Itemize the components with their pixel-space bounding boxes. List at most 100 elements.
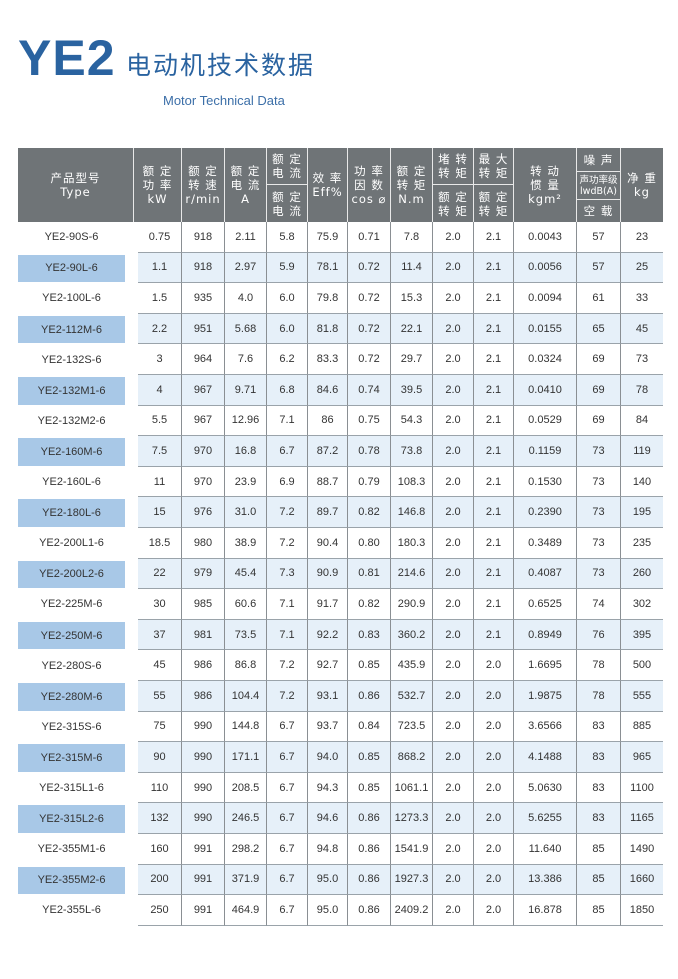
header-rated-power: 额 定 功 率 kW [134,148,182,222]
data-cell: 2.97 [225,252,267,284]
data-cell: 235 [621,528,663,559]
data-cell: 0.80 [348,528,391,559]
data-cell: 31.0 [225,497,267,528]
data-cell: 868.2 [391,742,433,773]
data-cell: 2.0 [433,711,474,743]
data-cell: 7.2 [267,497,308,528]
data-cell: 6.7 [267,864,308,896]
data-cell: 0.86 [348,681,391,712]
data-cell: 37 [138,619,182,651]
chinese-title: 电动机技术数据 [126,51,316,80]
data-cell: 2.1 [474,313,514,345]
data-cell: 83 [577,803,621,834]
data-cell: 94.0 [308,742,348,773]
data-cell: 1541.9 [391,834,433,865]
data-cell: 146.8 [391,497,433,528]
data-cell: 89.7 [308,497,348,528]
data-cell: 85 [577,864,621,896]
data-cell: 991 [182,895,225,926]
data-cell: 16.8 [225,436,267,467]
type-cell: YE2-355L-6 [42,904,101,917]
data-cell: 7.8 [391,222,433,253]
data-cell: 29.7 [391,344,433,375]
data-cell: 25 [621,252,663,284]
data-cell: 7.1 [267,589,308,620]
data-cell: 6.0 [267,283,308,314]
data-cell: 290.9 [391,589,433,620]
data-cell: 0.3489 [514,528,577,559]
data-cell: 0.6525 [514,589,577,620]
data-cell: 2.1 [474,283,514,314]
type-cell: YE2-160M-6 [18,438,125,466]
data-cell: 2.1 [474,528,514,559]
data-cell: 7.1 [267,405,308,437]
data-cell: 2.0 [433,436,474,467]
data-cell: 108.3 [391,466,433,498]
data-cell: 7.2 [267,650,308,681]
header-rated-current: 额 定 电 流 A [225,148,267,222]
data-cell: 132 [138,803,182,834]
data-cell: 200 [138,864,182,896]
data-cell: 2.0 [433,283,474,314]
data-cell: 2.1 [474,619,514,651]
type-cell: YE2-280S-6 [41,659,102,672]
data-cell: 0.84 [348,711,391,743]
data-cell: 73 [621,344,663,375]
data-cell: 395 [621,619,663,651]
data-cell: 6.2 [267,344,308,375]
data-cell: 1850 [621,895,663,926]
data-cell: 0.74 [348,375,391,406]
header-type: 产品型号 Type [18,148,134,222]
data-cell: 0.1530 [514,466,577,498]
header-noise-bottom: 空 载 [577,200,621,222]
data-cell: 85 [577,895,621,926]
data-cell: 38.9 [225,528,267,559]
data-cell: 7.6 [225,344,267,375]
data-cell: 9.71 [225,375,267,406]
data-cell: 2.0 [474,834,514,865]
data-cell: 61 [577,283,621,314]
data-cell: 30 [138,589,182,620]
data-cell: 6.9 [267,466,308,498]
data-cell: 2.0 [433,864,474,896]
data-cell: 45 [621,313,663,345]
data-cell: 979 [182,558,225,590]
header-efficiency: 效 率 Eff% [308,148,348,222]
data-cell: 5.9 [267,252,308,284]
data-cell: 1.5 [138,283,182,314]
data-cell: 208.5 [225,772,267,804]
data-cell: 2409.2 [391,895,433,926]
data-cell: 986 [182,681,225,712]
header-locked-torque-top: 堵 转 转 矩 [433,148,474,185]
data-cell: 6.7 [267,834,308,865]
type-cell: YE2-280M-6 [18,683,125,711]
data-cell: 0.78 [348,436,391,467]
data-cell: 0.71 [348,222,391,253]
data-cell: 90.9 [308,558,348,590]
data-cell: 94.8 [308,834,348,865]
data-cell: 1165 [621,803,663,834]
data-cell: 85 [577,834,621,865]
data-cell: 2.0 [474,864,514,896]
data-cell: 5.0630 [514,772,577,804]
data-cell: 980 [182,528,225,559]
data-cell: 18.5 [138,528,182,559]
data-cell: 2.1 [474,589,514,620]
data-cell: 2.0 [433,313,474,345]
data-cell: 73 [577,558,621,590]
data-cell: 160 [138,834,182,865]
data-cell: 87.2 [308,436,348,467]
data-cell: 0.75 [348,405,391,437]
data-cell: 33 [621,283,663,314]
data-cell: 57 [577,252,621,284]
data-cell: 69 [577,375,621,406]
data-cell: 92.2 [308,619,348,651]
data-cell: 0.86 [348,864,391,896]
data-cell: 2.0 [433,558,474,590]
data-cell: 991 [182,864,225,896]
type-cell: YE2-315S-6 [41,720,102,733]
data-cell: 2.0 [433,466,474,498]
data-cell: 119 [621,436,663,467]
data-cell: 0.1159 [514,436,577,467]
